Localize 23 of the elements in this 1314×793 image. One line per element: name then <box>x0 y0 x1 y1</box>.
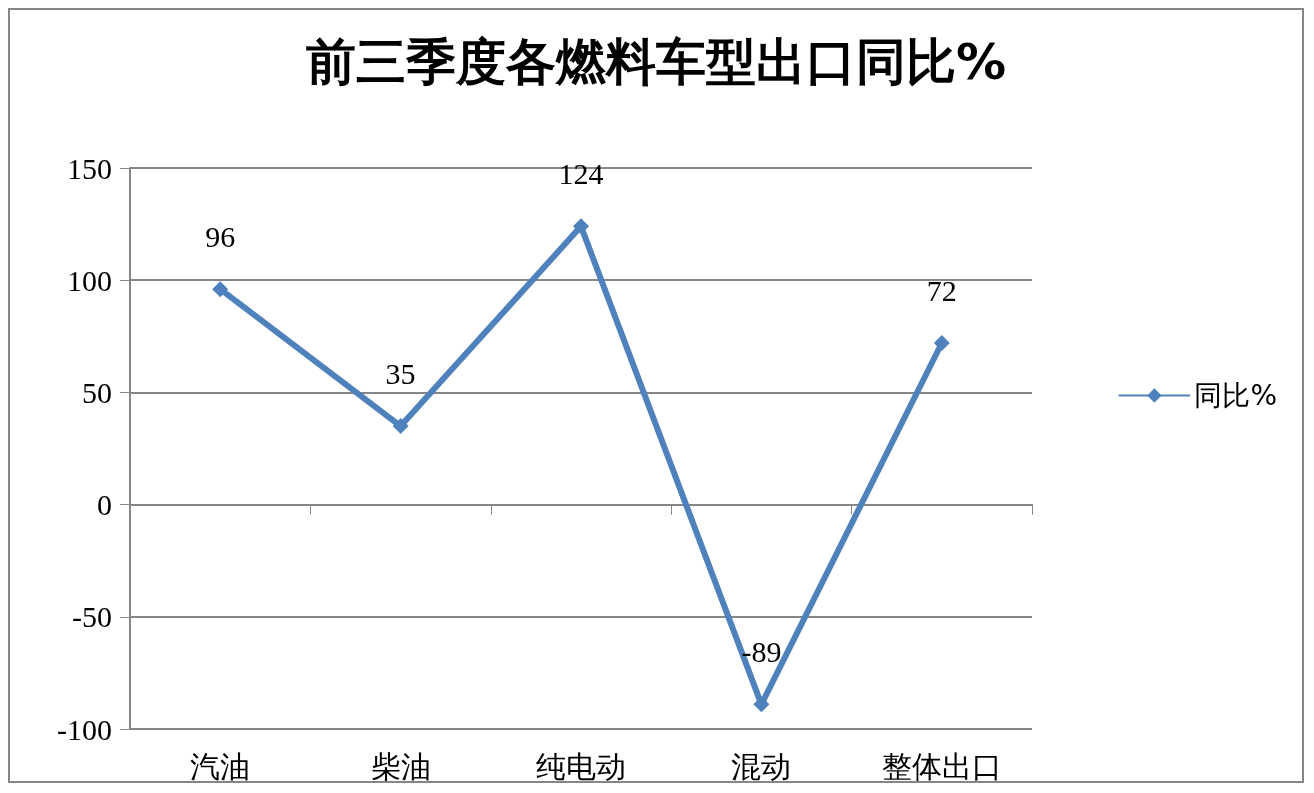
point <box>933 335 950 352</box>
x-tick-label: 汽油 <box>190 748 251 784</box>
point <box>753 696 770 713</box>
point <box>392 418 409 435</box>
data-label: 96 <box>205 219 236 253</box>
y-tick-label: 0 <box>97 488 112 522</box>
y-tick-label: 100 <box>67 263 112 297</box>
x-tick-label: 整体出口 <box>881 748 1002 784</box>
y-tick-label: -50 <box>72 600 112 634</box>
point <box>573 218 589 235</box>
y-tick-label: 50 <box>82 375 112 409</box>
y-tick-label: -100 <box>57 712 112 746</box>
data-label: 124 <box>558 156 604 190</box>
x-tick-label: 柴油 <box>370 748 431 784</box>
y-tick-label: 150 <box>67 151 112 185</box>
legend-label: 同比% <box>1194 379 1277 412</box>
point <box>212 281 229 298</box>
data-label: -89 <box>741 634 782 668</box>
chart-title: 前三季度各燃料车型出口同比% <box>305 33 1007 91</box>
data-label: 72 <box>926 273 957 307</box>
x-tick-label: 混动 <box>731 748 792 784</box>
x-tick-label: 纯电动 <box>536 748 626 784</box>
data-label: 35 <box>385 356 416 390</box>
